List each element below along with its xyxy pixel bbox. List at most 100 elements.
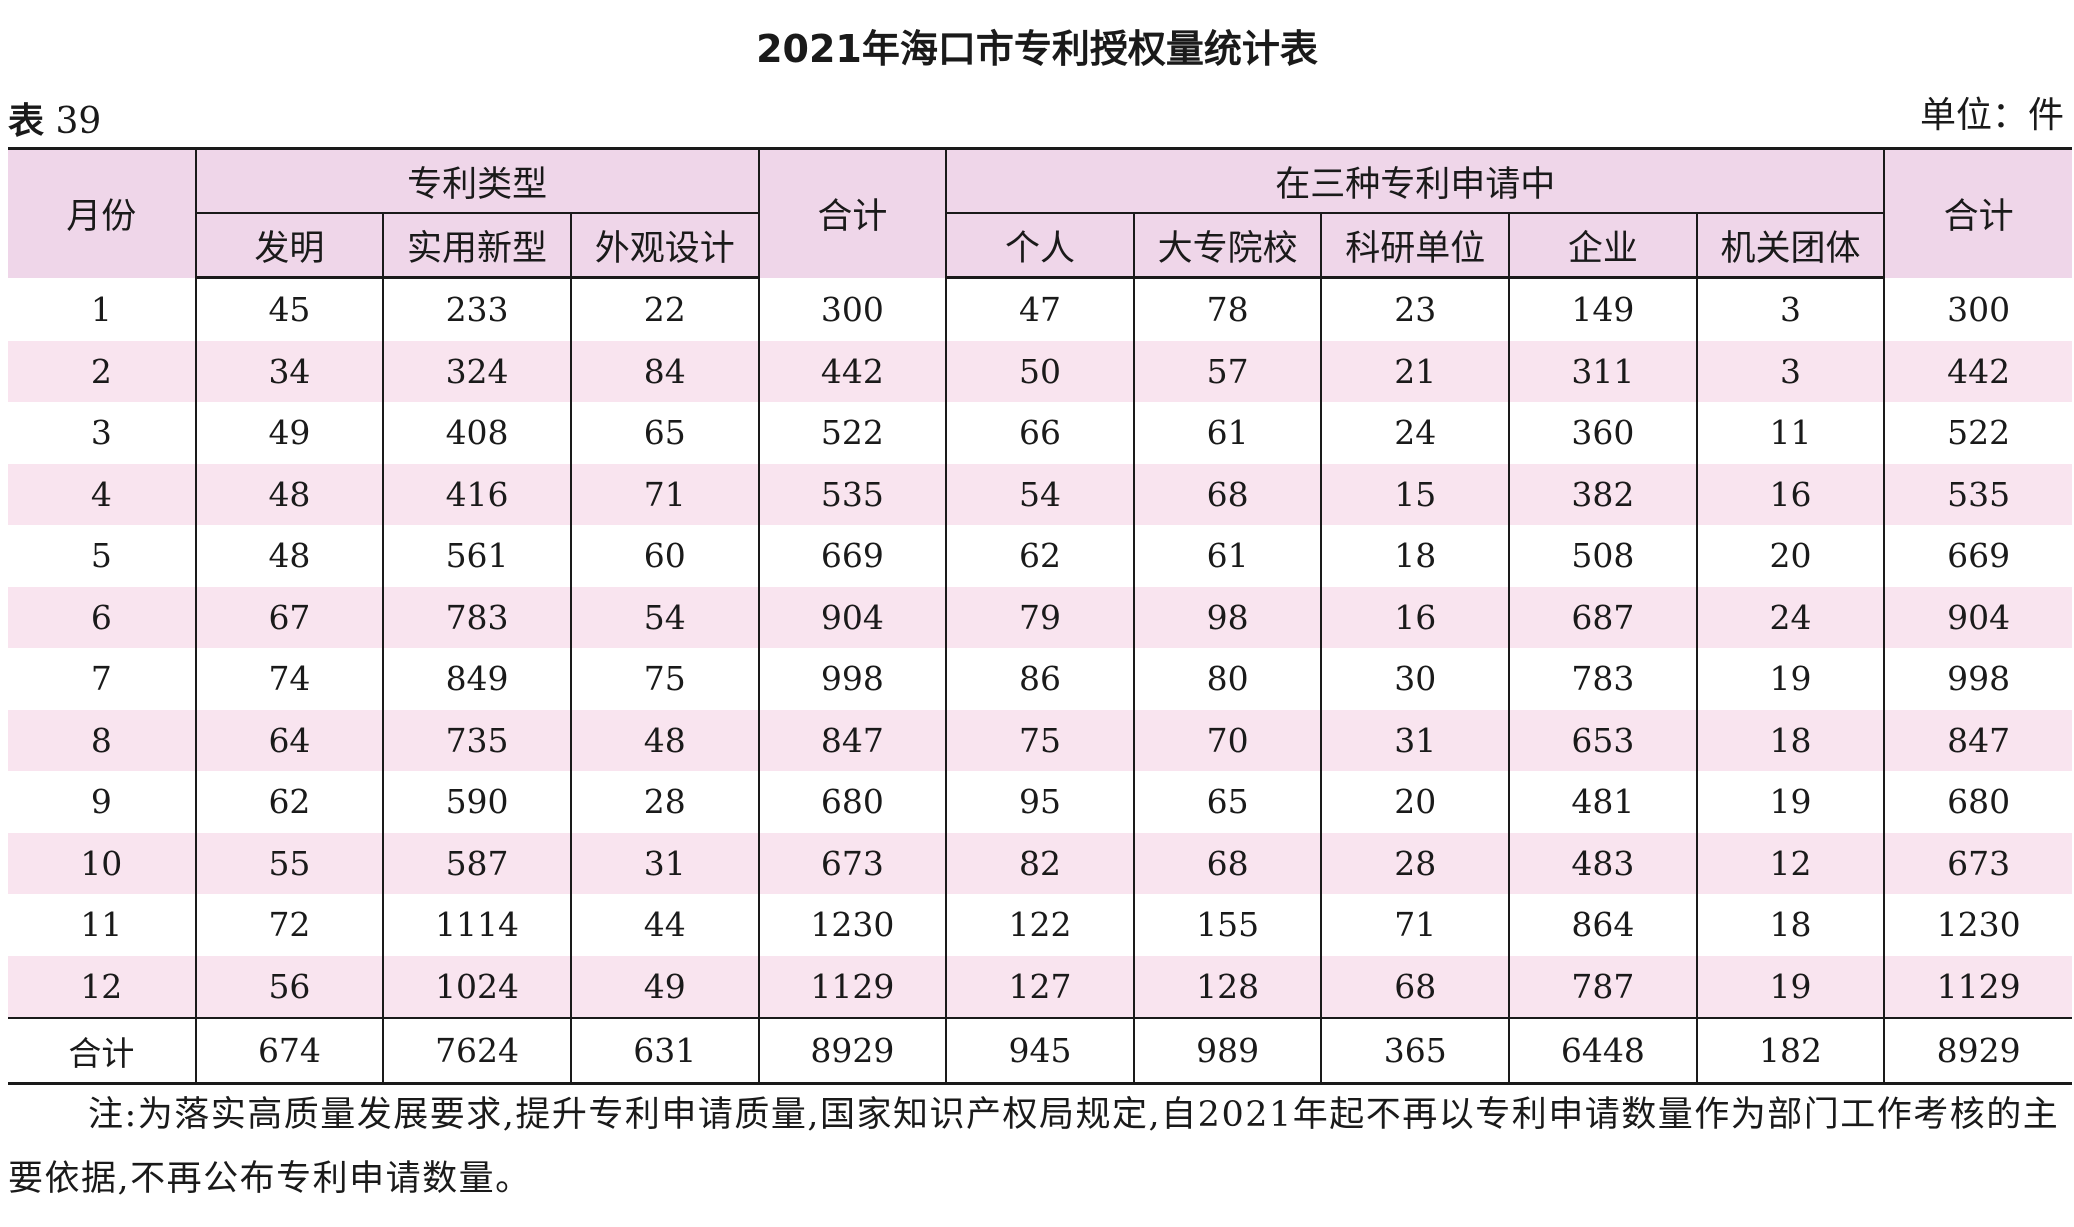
table-row: 1 45 233 22 300 47 78 23 149 3 300 bbox=[8, 277, 2072, 341]
table-body: 1 45 233 22 300 47 78 23 149 3 300 2 34 324 84 442 50 57 2… bbox=[8, 277, 2072, 1085]
table-cell: 998 bbox=[758, 648, 948, 710]
table-row: 10 55 587 31 673 82 68 28 483 12 673 bbox=[8, 832, 2072, 894]
table-cell: 15 bbox=[1321, 463, 1511, 525]
table-cell: 561 bbox=[383, 525, 572, 587]
table-cell: 62 bbox=[195, 771, 385, 833]
table-cell: 1024 bbox=[383, 955, 572, 1018]
header-total-2: 合计 bbox=[1884, 147, 2072, 278]
table-cell: 442 bbox=[1884, 340, 2072, 402]
table-cell: 22 bbox=[570, 277, 760, 341]
table-cell: 28 bbox=[1321, 832, 1511, 894]
table-cell: 847 bbox=[758, 709, 948, 771]
table-cell: 673 bbox=[1884, 832, 2072, 894]
total-cell: 8929 bbox=[758, 1017, 948, 1085]
header-university: 大专院校 bbox=[1133, 213, 1323, 279]
table-cell: 84 bbox=[570, 340, 760, 402]
table-cell: 72 bbox=[195, 894, 385, 956]
table-cell: 54 bbox=[570, 586, 760, 648]
table-cell: 382 bbox=[1509, 463, 1698, 525]
table-cell: 34 bbox=[195, 340, 385, 402]
table-header: 月份 专利类型 合计 在三种专利申请中 合计 发明 实用新型 外观设计 个人 大… bbox=[8, 147, 2072, 279]
table-cell: 680 bbox=[1947, 782, 2011, 822]
table-cell: 18 bbox=[1696, 709, 1886, 771]
total-cell: 365 bbox=[1321, 1017, 1511, 1085]
month-cell: 9 bbox=[8, 771, 197, 833]
table-cell: 481 bbox=[1509, 771, 1698, 833]
table-cell: 680 bbox=[758, 771, 948, 833]
table-cell: 653 bbox=[1509, 709, 1698, 771]
table-cell: 31 bbox=[570, 832, 760, 894]
header-invention: 发明 bbox=[195, 213, 385, 279]
table-cell: 311 bbox=[1509, 340, 1698, 402]
table-cell: 1114 bbox=[383, 894, 572, 956]
table-cell: 12 bbox=[1696, 832, 1886, 894]
header-total: 合计 bbox=[758, 147, 948, 278]
table-cell: 1129 bbox=[1884, 955, 2072, 1018]
table-cell: 44 bbox=[570, 894, 760, 956]
table-cell: 300 bbox=[758, 277, 948, 341]
table-cell: 71 bbox=[570, 463, 760, 525]
table-cell: 673 bbox=[758, 832, 948, 894]
total-cell: 8929 bbox=[1884, 1017, 2072, 1085]
table-cell: 508 bbox=[1509, 525, 1698, 587]
header-applicant-group: 在三种专利申请中 bbox=[946, 147, 1886, 214]
table-cell: 783 bbox=[1509, 648, 1698, 710]
table-cell: 1230 bbox=[1936, 905, 2021, 945]
table-cell: 68 bbox=[1321, 955, 1511, 1018]
table-cell: 483 bbox=[1509, 832, 1698, 894]
table-cell: 783 bbox=[383, 586, 572, 648]
table-cell: 300 bbox=[1947, 289, 2011, 329]
header-individual: 个人 bbox=[946, 213, 1135, 279]
table-cell: 55 bbox=[195, 832, 385, 894]
table-cell: 864 bbox=[1509, 894, 1698, 956]
table-number-label: 表 39 bbox=[8, 92, 101, 144]
month-cell: 12 bbox=[8, 955, 197, 1018]
table-cell: 64 bbox=[195, 709, 385, 771]
table-cell: 19 bbox=[1696, 771, 1886, 833]
table-row: 9 62 590 28 680 95 65 20 481 19 680 bbox=[8, 771, 2072, 833]
table-cell: 11 bbox=[1696, 402, 1886, 464]
table-cell: 98 bbox=[1133, 586, 1323, 648]
table-cell: 442 bbox=[758, 340, 948, 402]
table-cell: 68 bbox=[1133, 463, 1323, 525]
table-cell: 522 bbox=[1947, 413, 2011, 453]
table-cell: 28 bbox=[570, 771, 760, 833]
table-row: 5 48 561 60 669 62 61 18 508 20 669 bbox=[8, 525, 2072, 587]
table-cell: 62 bbox=[946, 525, 1135, 587]
header-government: 机关团体 bbox=[1696, 213, 1886, 279]
table-label-number: 39 bbox=[55, 101, 102, 142]
header-utility-model: 实用新型 bbox=[383, 213, 572, 279]
table-cell: 67 bbox=[195, 586, 385, 648]
month-cell: 2 bbox=[8, 340, 197, 402]
table-cell: 127 bbox=[946, 955, 1135, 1018]
month-cell: 7 bbox=[8, 648, 197, 710]
footnote: 注:为落实高质量发展要求,提升专利申请质量,国家知识产权局规定,自2021年起不… bbox=[8, 1095, 2060, 1199]
header-month: 月份 bbox=[8, 147, 197, 278]
total-label-cell: 合计 bbox=[8, 1017, 197, 1085]
table-cell: 50 bbox=[946, 340, 1135, 402]
table-cell: 78 bbox=[1133, 277, 1323, 341]
table-cell: 20 bbox=[1696, 525, 1886, 587]
table-cell: 31 bbox=[1321, 709, 1511, 771]
table-row: 11 72 1114 44 1230 122 155 71 864 18 1230 bbox=[8, 894, 2072, 956]
month-cell: 6 bbox=[8, 586, 197, 648]
header-design: 外观设计 bbox=[570, 213, 760, 279]
total-cell: 945 bbox=[946, 1017, 1135, 1085]
table-cell: 74 bbox=[195, 648, 385, 710]
table-cell: 360 bbox=[1509, 402, 1698, 464]
table-cell: 1230 bbox=[758, 894, 948, 956]
table-cell: 669 bbox=[758, 525, 948, 587]
table-cell: 71 bbox=[1321, 894, 1511, 956]
table-cell: 79 bbox=[946, 586, 1135, 648]
table-cell: 95 bbox=[946, 771, 1135, 833]
table-cell: 233 bbox=[383, 277, 572, 341]
table-cell: 787 bbox=[1509, 955, 1698, 1018]
table-row: 2 34 324 84 442 50 57 21 311 3 442 bbox=[8, 340, 2072, 402]
table-cell: 54 bbox=[946, 463, 1135, 525]
table-cell: 61 bbox=[1133, 402, 1323, 464]
table-cell: 45 bbox=[195, 277, 385, 341]
table-cell: 522 bbox=[758, 402, 948, 464]
table-cell: 47 bbox=[946, 277, 1135, 341]
table-cell: 149 bbox=[1509, 277, 1698, 341]
table-cell: 66 bbox=[946, 402, 1135, 464]
